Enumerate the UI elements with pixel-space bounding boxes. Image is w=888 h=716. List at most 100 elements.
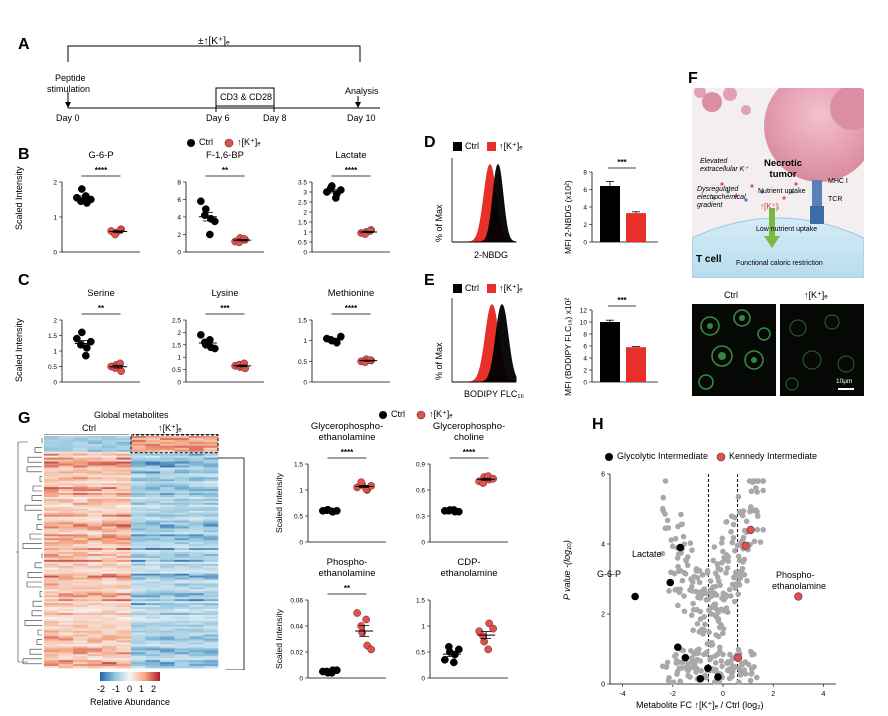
- heatmap-cell: [44, 447, 59, 451]
- heatmap-cell: [174, 548, 190, 551]
- dot-plots-g: 00.511.5Glycerophospho-ethanolamine****S…: [274, 421, 508, 683]
- heatmap-cell: [203, 652, 219, 655]
- heatmap-cell: [58, 597, 74, 600]
- heatmap-cell: [131, 664, 146, 667]
- heatmap-cell: [73, 577, 88, 580]
- h-point: [727, 593, 734, 599]
- h-point: [718, 606, 725, 613]
- h-point: [729, 581, 736, 588]
- dot-plots-bc: 012G-6-P****02468F-1,6-BP**00.511.522.53…: [48, 150, 390, 387]
- heatmap-cell: [160, 666, 175, 669]
- heatmap-cell: [189, 636, 204, 639]
- heatmap-cell: [116, 609, 132, 612]
- heatmap-cell: [73, 610, 88, 614]
- c0-ctrl-point: [72, 334, 81, 343]
- heatmap-cell: [44, 502, 59, 506]
- heatmap-cell: [174, 599, 190, 602]
- heatmap-cell: [44, 481, 59, 484]
- b1-ctrl-point: [210, 217, 219, 226]
- heatmap-cell: [44, 666, 59, 669]
- heatmap-cell: [116, 528, 132, 531]
- heatmap-cell: [174, 658, 190, 661]
- heatmap-cell: [189, 610, 204, 614]
- heatmap-cell: [102, 477, 117, 480]
- heatmap-cell: [189, 569, 204, 572]
- heatmap-cell: [174, 471, 190, 474]
- heatmap-cell: [58, 546, 74, 549]
- heatmap-cell: [44, 526, 59, 529]
- heatmap-cell: [116, 603, 132, 606]
- h-point: [699, 588, 706, 594]
- h-point: [704, 567, 711, 574]
- heatmap-cell: [131, 642, 146, 645]
- heatmap-cell: [44, 571, 59, 574]
- heatmap-cell: [87, 577, 103, 580]
- heatmap-cell: [87, 473, 103, 476]
- heatmap-cell: [87, 550, 103, 553]
- heatmap-cell: [160, 595, 175, 598]
- heatmap-cell: [58, 559, 74, 563]
- heatmap-cell: [87, 544, 103, 547]
- g3-ctrl-point: [449, 658, 458, 667]
- heatmap-cell: [160, 467, 175, 470]
- heatmap-cell: [203, 473, 219, 476]
- heatmap-cell: [44, 587, 59, 590]
- heatmap-cell: [160, 522, 175, 525]
- heatmap-cell: [160, 648, 175, 651]
- heatmap-cell: [73, 496, 88, 500]
- heatmap-cell: [116, 489, 132, 492]
- heatmap-cell: [203, 530, 219, 533]
- heatmap-cell: [87, 522, 103, 525]
- g2-k-point: [353, 609, 362, 617]
- heatmap-cell: [44, 609, 59, 612]
- heatmap-cell: [174, 459, 190, 462]
- heatmap-cell: [174, 593, 190, 596]
- heatmap-cell: [58, 516, 74, 519]
- heatmap-cell: [116, 475, 132, 478]
- heatmap-cell: [58, 609, 74, 612]
- heatmap-cell: [160, 538, 175, 541]
- heatmap-cell: [44, 479, 59, 482]
- heatmap-cell: [58, 471, 74, 474]
- heatmap-cell: [189, 618, 204, 622]
- heatmap-cell: [44, 469, 59, 472]
- g1-tick-label: 0: [421, 540, 425, 547]
- heatmap-cell: [174, 441, 190, 445]
- heatmap-cell: [174, 640, 190, 643]
- heatmap-cell: [116, 638, 132, 641]
- heatmap-cell: [102, 632, 117, 635]
- heatmap-cell: [160, 561, 175, 565]
- heatmap-cell: [102, 616, 117, 620]
- heatmap-cell: [131, 662, 146, 665]
- heatmap-cell: [58, 518, 74, 521]
- heatmap-cell: [58, 491, 74, 494]
- h-point: [749, 650, 756, 657]
- heatmap-cell: [131, 471, 146, 474]
- heatmap-cell: [174, 575, 190, 578]
- heatmap-cell: [160, 546, 175, 549]
- c2-tick-label: 0: [303, 380, 307, 387]
- heatmap-cell: [116, 634, 132, 637]
- heatmap-cell: [145, 650, 161, 653]
- day-10: Day 10: [347, 113, 376, 123]
- heatmap-cell: [58, 504, 74, 508]
- h-point: [664, 659, 671, 666]
- g3-tick-label: 1.5: [416, 598, 425, 605]
- heatmap-cell: [174, 544, 190, 547]
- heatmap-cell: [131, 520, 146, 523]
- heatmap-cell: [160, 656, 175, 659]
- c2-sig: ****: [345, 304, 358, 313]
- heatmap-cell: [145, 522, 161, 525]
- heatmap-cell: [116, 473, 132, 476]
- heatmap-cell: [189, 494, 204, 498]
- heatmap-cell: [87, 626, 103, 629]
- heatmap-cell: [203, 646, 219, 649]
- h-point: [741, 527, 748, 534]
- heatmap-cell: [145, 630, 161, 633]
- heatmap-cell: [116, 589, 132, 592]
- heatmap-cell: [174, 555, 190, 559]
- c0-tick-label: 0: [53, 380, 57, 387]
- heatmap-cell: [160, 597, 175, 600]
- heatmap-cell: [44, 465, 59, 468]
- heatmap-cell: [58, 616, 74, 620]
